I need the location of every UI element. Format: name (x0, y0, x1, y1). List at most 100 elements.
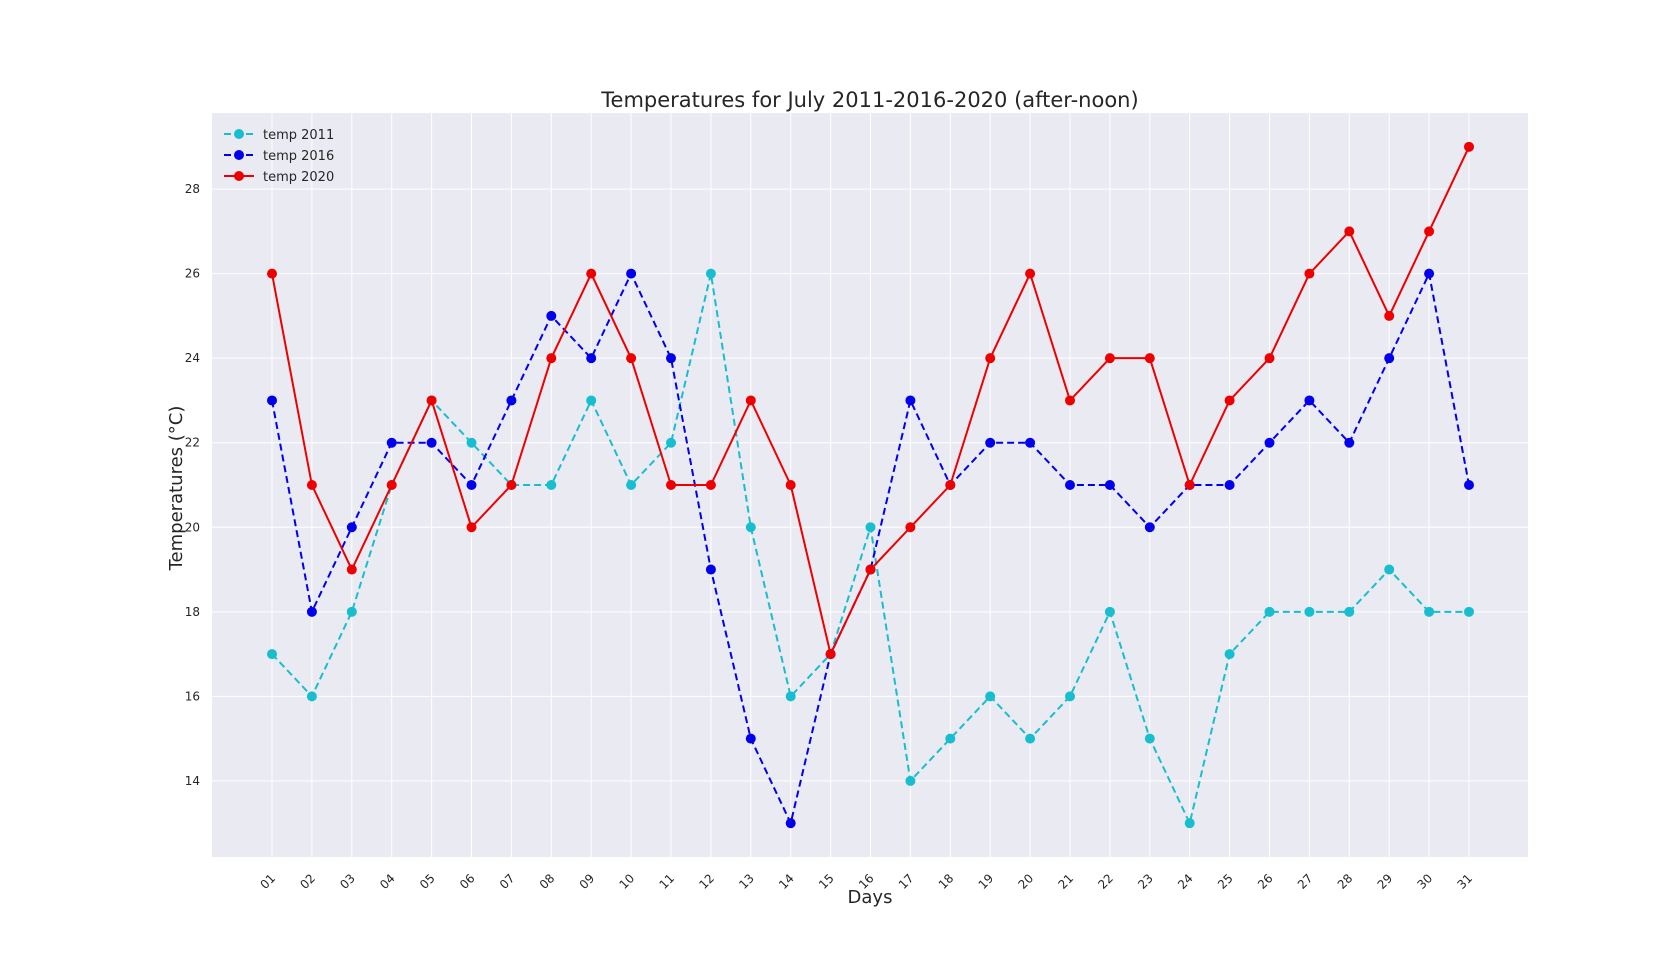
x-tick-label: 10 (617, 871, 638, 892)
data-point (1144, 353, 1155, 364)
chart-title: Temperatures for July 2011-2016-2020 (af… (600, 88, 1138, 112)
data-point (905, 775, 916, 786)
data-point (1264, 437, 1275, 448)
data-point (666, 480, 676, 490)
y-tick-label: 20 (185, 520, 200, 534)
data-point (1304, 606, 1315, 617)
legend-marker (234, 150, 244, 160)
data-point (586, 268, 597, 279)
x-axis-title: Days (848, 887, 893, 908)
x-tick-label: 19 (976, 871, 997, 892)
data-point (1464, 141, 1474, 152)
legend: temp 2011 temp 2016 temp 2020 (224, 128, 334, 185)
x-tick-label: 12 (696, 871, 717, 892)
data-point (506, 395, 517, 406)
x-tick-label: 09 (577, 871, 598, 892)
x-tick-label: 27 (1295, 871, 1316, 892)
data-point (1104, 353, 1115, 364)
data-point (626, 268, 637, 279)
data-point (386, 480, 397, 490)
data-point (1224, 395, 1235, 406)
data-point (745, 733, 756, 744)
x-tick-label: 07 (497, 871, 518, 892)
data-point (1304, 395, 1315, 406)
data-point (1304, 268, 1315, 279)
data-point (985, 353, 996, 364)
legend-label: temp 2020 (263, 170, 334, 185)
y-tick-label: 28 (185, 182, 200, 196)
data-point (306, 691, 317, 702)
data-point (1104, 606, 1115, 617)
legend-label: temp 2016 (263, 149, 334, 164)
x-tick-label: 01 (257, 871, 278, 892)
data-point (386, 437, 397, 448)
data-point (426, 437, 437, 448)
data-point (1025, 733, 1036, 744)
data-point (586, 395, 597, 406)
x-tick-label: 11 (656, 871, 677, 892)
x-tick-label: 02 (297, 871, 318, 892)
x-tick-label: 14 (776, 871, 797, 892)
data-point (1344, 226, 1355, 237)
x-tick-label: 31 (1454, 871, 1475, 892)
x-tick-label: 17 (896, 871, 917, 892)
data-point (985, 437, 996, 448)
legend-marker (234, 171, 244, 181)
data-point (306, 480, 317, 490)
x-tick-label: 15 (816, 871, 837, 892)
data-point (1025, 268, 1036, 279)
data-point (905, 395, 916, 406)
data-point (825, 649, 836, 660)
data-point (1384, 564, 1395, 575)
y-tick-label: 14 (185, 774, 200, 788)
x-tick-label: 21 (1055, 871, 1076, 892)
data-point (1065, 480, 1075, 490)
data-point (306, 606, 317, 617)
data-point (1464, 606, 1474, 617)
data-point (1264, 353, 1275, 364)
x-tick-label: 06 (457, 871, 478, 892)
x-tick-label: 13 (736, 871, 757, 892)
x-tick-label: 03 (337, 871, 358, 892)
data-point (1065, 395, 1075, 406)
x-tick-label: 04 (377, 871, 398, 892)
data-point (666, 353, 676, 364)
data-point (346, 564, 357, 575)
x-tick-label: 24 (1175, 871, 1196, 892)
x-tick-label: 25 (1215, 871, 1236, 892)
data-point (426, 395, 437, 406)
data-point (1344, 606, 1355, 617)
x-tick-label: 29 (1375, 871, 1396, 892)
data-point (945, 733, 956, 744)
x-tick-label: 18 (936, 871, 957, 892)
data-point (1224, 480, 1235, 490)
data-point (1144, 733, 1155, 744)
data-point (1424, 606, 1435, 617)
x-tick-label: 28 (1335, 871, 1356, 892)
data-point (267, 649, 277, 660)
data-point (705, 564, 716, 575)
data-point (267, 395, 277, 406)
x-tick-label: 30 (1415, 871, 1436, 892)
x-tick-label: 22 (1095, 871, 1116, 892)
data-point (905, 522, 916, 533)
legend-label: temp 2011 (263, 128, 334, 143)
data-point (985, 691, 996, 702)
data-point (1224, 649, 1235, 660)
y-tick-label: 16 (185, 689, 200, 703)
data-point (626, 480, 637, 490)
data-point (546, 353, 557, 364)
data-point (626, 353, 637, 364)
x-tick-label: 05 (417, 871, 438, 892)
data-point (1104, 480, 1115, 490)
data-point (586, 353, 597, 364)
data-point (865, 522, 876, 533)
data-point (1424, 226, 1435, 237)
legend-marker (234, 129, 244, 139)
data-point (546, 480, 557, 490)
data-point (945, 480, 956, 490)
y-tick-label: 24 (185, 351, 200, 365)
x-tick-label: 20 (1016, 871, 1037, 892)
data-point (1184, 480, 1195, 490)
